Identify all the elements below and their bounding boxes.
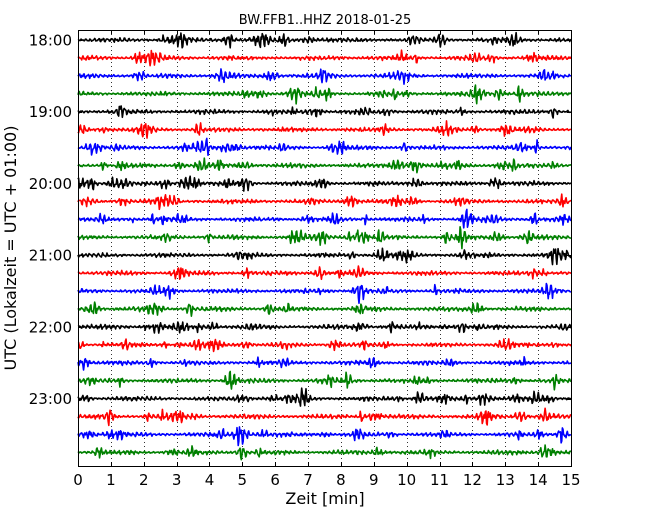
y-axis-label: UTC (Lokalzeit = UTC + 01:00) bbox=[1, 126, 20, 371]
trace-2300 bbox=[77, 387, 572, 407]
trace-1800 bbox=[77, 31, 572, 49]
plot-frame bbox=[78, 30, 572, 467]
x-tick-label: 6 bbox=[270, 471, 280, 489]
x-tick-label: 8 bbox=[336, 471, 346, 489]
x-axis-label: Zeit [min] bbox=[285, 489, 364, 508]
trace-2015 bbox=[77, 193, 572, 211]
y-tick-label: 21:00 bbox=[29, 247, 72, 265]
trace-1915 bbox=[77, 120, 572, 139]
y-tick-label: 18:00 bbox=[29, 32, 72, 50]
trace-2230 bbox=[77, 355, 572, 371]
y-tick-label: 20:00 bbox=[29, 175, 72, 193]
x-tick-label: 15 bbox=[561, 471, 580, 489]
trace-2045 bbox=[77, 225, 572, 250]
x-tick-label: 7 bbox=[303, 471, 313, 489]
trace-1930 bbox=[77, 137, 572, 157]
trace-group bbox=[77, 31, 572, 461]
x-tick-label: 3 bbox=[172, 471, 182, 489]
trace-2145 bbox=[77, 301, 572, 317]
x-tick-label: 2 bbox=[139, 471, 149, 489]
trace-2245 bbox=[77, 370, 572, 391]
trace-2130 bbox=[77, 282, 572, 305]
x-tick-label: 12 bbox=[463, 471, 482, 489]
trace-2215 bbox=[77, 338, 572, 353]
trace-1830 bbox=[77, 68, 572, 85]
trace-2030 bbox=[77, 208, 572, 229]
trace-1845 bbox=[77, 84, 572, 105]
x-tick-label: 10 bbox=[397, 471, 416, 489]
x-tick-label: 4 bbox=[205, 471, 215, 489]
x-tick-label: 13 bbox=[496, 471, 515, 489]
trace-1900 bbox=[77, 105, 572, 119]
trace-2000 bbox=[77, 175, 572, 192]
y-tick-label: 22:00 bbox=[29, 318, 72, 336]
trace-2100 bbox=[77, 247, 572, 266]
trace-2330 bbox=[77, 426, 572, 447]
x-tick-label: 14 bbox=[529, 471, 548, 489]
x-tick-label: 11 bbox=[430, 471, 449, 489]
x-tick-label: 0 bbox=[73, 471, 83, 489]
trace-1945 bbox=[77, 157, 572, 174]
y-axis: 18:00 19:00 20:00 21:00 22:00 23:00 bbox=[29, 32, 571, 408]
grid-lines bbox=[111, 30, 539, 466]
trace-2345 bbox=[77, 444, 572, 461]
trace-2315 bbox=[77, 407, 572, 427]
trace-1815 bbox=[77, 49, 572, 67]
y-tick-label: 23:00 bbox=[29, 390, 72, 408]
chart-title: BW.FFB1..HHZ 2018-01-25 bbox=[239, 13, 412, 28]
y-tick-label: 19:00 bbox=[29, 103, 72, 121]
x-tick-label: 1 bbox=[106, 471, 116, 489]
trace-2115 bbox=[77, 265, 572, 281]
trace-2200 bbox=[77, 321, 572, 334]
x-tick-label: 5 bbox=[238, 471, 248, 489]
x-tick-label: 9 bbox=[369, 471, 379, 489]
x-axis: 0 1 2 3 4 5 6 7 8 9 10 11 12 13 14 15 bbox=[73, 30, 581, 489]
